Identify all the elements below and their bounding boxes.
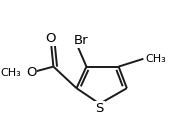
Text: Br: Br bbox=[74, 34, 89, 47]
Text: O: O bbox=[26, 66, 36, 79]
Text: CH₃: CH₃ bbox=[1, 68, 21, 78]
Text: O: O bbox=[45, 32, 55, 45]
Text: S: S bbox=[96, 102, 104, 115]
Text: CH₃: CH₃ bbox=[146, 54, 167, 64]
